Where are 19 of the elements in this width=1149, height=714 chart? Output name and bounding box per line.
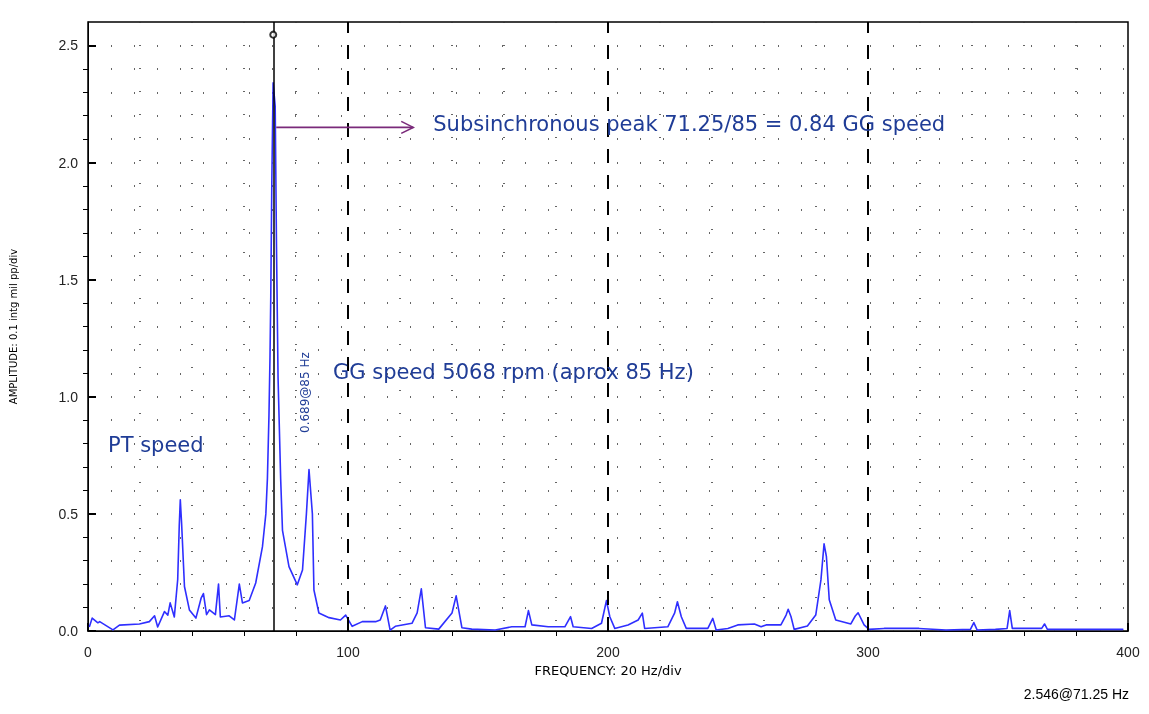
- x-tick-label: 400: [1116, 644, 1140, 660]
- y-tick-label: 2.0: [58, 154, 79, 171]
- x-tick-label: 200: [596, 644, 620, 660]
- annotation: PT speed: [108, 433, 204, 457]
- y-tick-label: 1.5: [58, 271, 79, 288]
- y-tick-label: 0.5: [58, 505, 79, 522]
- text: 2.546@71.25 Hz: [1023, 686, 1129, 702]
- y-tick-label: 0.0: [58, 623, 79, 639]
- y-tick-label: 1.0: [58, 388, 79, 405]
- x-tick-label: 0: [84, 644, 93, 660]
- y-axis-title: AMPLITUDE: 0.1 intg mil pp/div: [7, 248, 19, 405]
- annotation: GG speed 5068 rpm (aprox 85 Hz): [333, 360, 694, 384]
- annotation: Subsinchronous peak 71.25/85 = 0.84 GG speed: [433, 112, 946, 137]
- x-tick-label: 100: [336, 644, 360, 660]
- y-tick-label: 2.5: [58, 37, 79, 54]
- line-series: [88, 82, 1124, 631]
- x-tick-label: 300: [856, 644, 880, 660]
- annotation: 0.689@85 Hz: [298, 352, 312, 433]
- x-axis-title: FREQUENCY: 20 Hz/div: [534, 662, 682, 678]
